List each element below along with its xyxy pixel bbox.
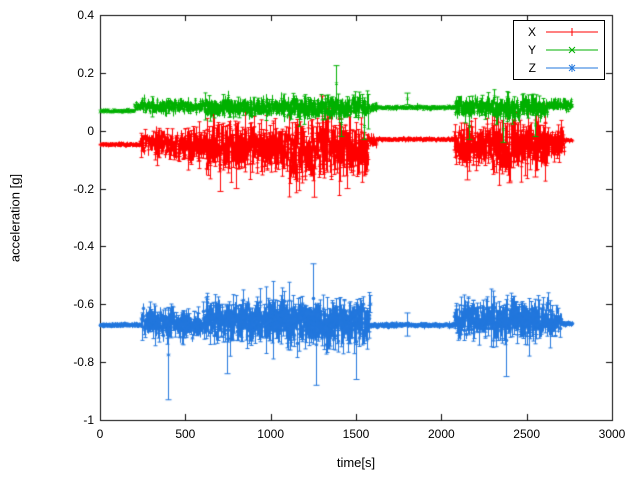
y-axis-title: acceleration [g] <box>7 173 23 263</box>
x-tick-label: 0 <box>96 427 104 441</box>
x-tick-label: 3000 <box>598 427 626 441</box>
x-tick-label: 500 <box>175 427 196 441</box>
y-tick-label: -0.8 <box>73 355 94 370</box>
legend-sample-asterisk-icon <box>546 64 598 72</box>
legend-entry-x: X <box>516 23 600 41</box>
x-tick-label: 2500 <box>513 427 541 441</box>
legend-label-y: Y <box>527 43 536 57</box>
x-tick-label: 1000 <box>257 427 285 441</box>
y-tick-label: 0.4 <box>77 8 94 22</box>
y-tick-label: -0.2 <box>73 181 94 196</box>
x-axis-title: time[s] <box>336 455 376 470</box>
y-tick-label: 0 <box>87 123 94 138</box>
y-tick-label: 0.2 <box>77 65 94 80</box>
y-tick-label: -1 <box>83 413 94 427</box>
legend-sample-plus-icon <box>546 28 598 36</box>
x-tick-label: 1500 <box>342 427 370 441</box>
legend-label-z: Z <box>528 61 536 75</box>
y-tick-label: -0.4 <box>73 239 94 254</box>
legend-label-x: X <box>527 25 536 39</box>
legend-sample-cross-icon <box>546 46 598 54</box>
x-tick-label: 2000 <box>427 427 455 441</box>
y-tick-label: -0.6 <box>73 297 94 312</box>
legend-entry-y: Y <box>516 41 600 59</box>
legend: X Y Z <box>513 20 605 80</box>
legend-entry-z: Z <box>516 59 600 77</box>
